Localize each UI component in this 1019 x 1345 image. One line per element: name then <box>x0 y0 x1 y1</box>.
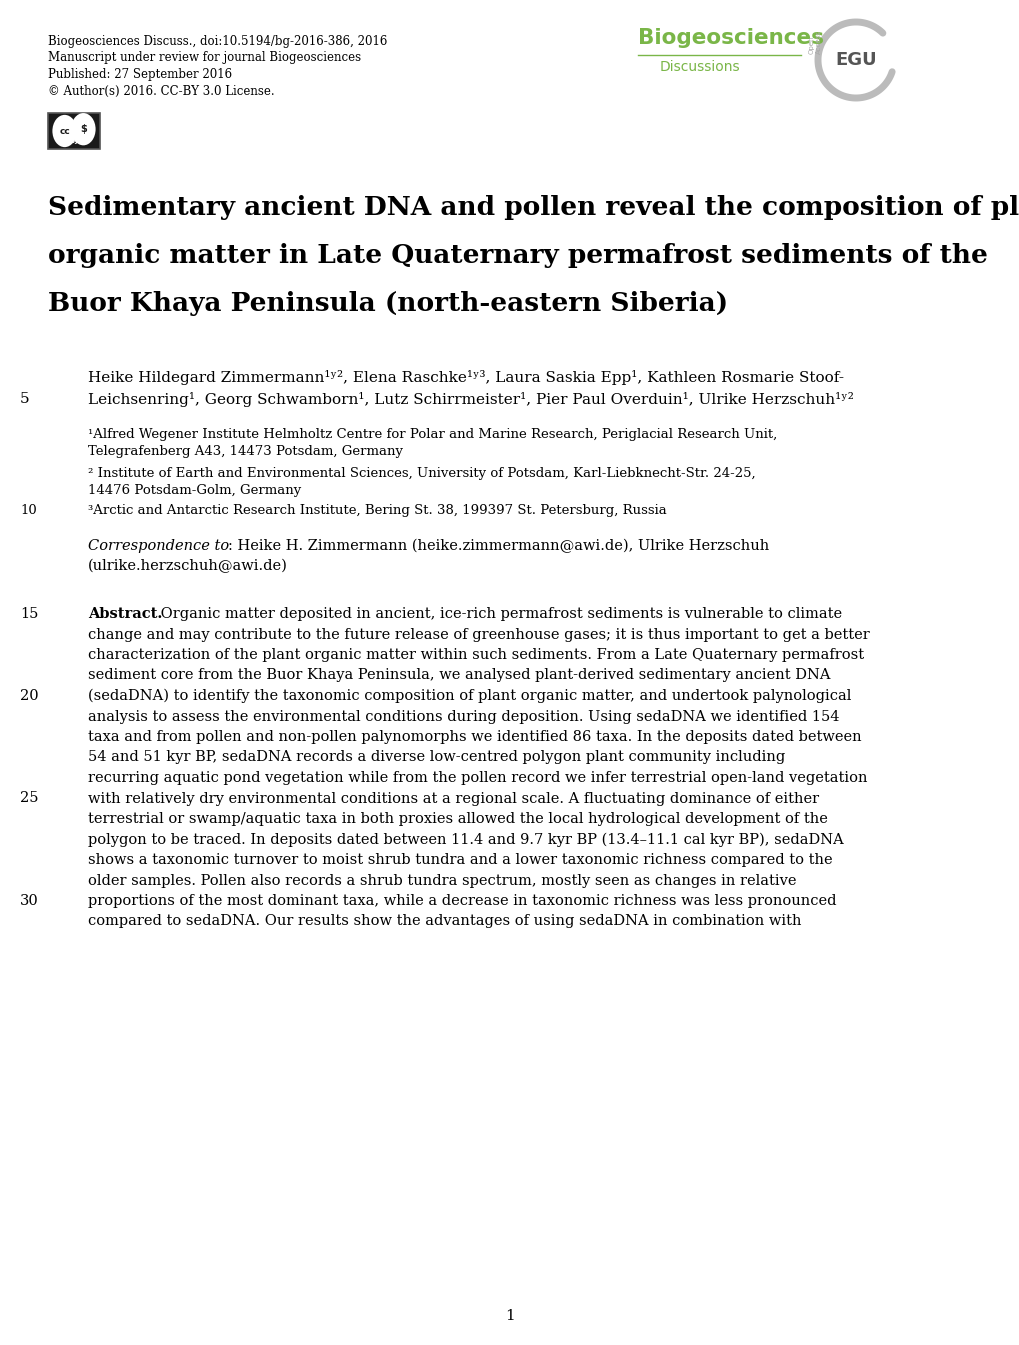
Text: ³Arctic and Antarctic Research Institute, Bering St. 38, 199397 St. Petersburg, : ³Arctic and Antarctic Research Institute… <box>88 504 666 516</box>
Text: proportions of the most dominant taxa, while a decrease in taxonomic richness wa: proportions of the most dominant taxa, w… <box>88 894 836 908</box>
Text: Buor Khaya Peninsula (north-eastern Siberia): Buor Khaya Peninsula (north-eastern Sibe… <box>48 291 728 316</box>
Text: cc: cc <box>59 126 70 136</box>
Text: older samples. Pollen also records a shrub tundra spectrum, mostly seen as chang: older samples. Pollen also records a shr… <box>88 873 796 888</box>
Text: polygon to be traced. In deposits dated between 11.4 and 9.7 kyr BP (13.4–11.1 c: polygon to be traced. In deposits dated … <box>88 833 843 847</box>
Text: analysis to assess the environmental conditions during deposition. Using sedaDNA: analysis to assess the environmental con… <box>88 710 839 724</box>
Text: Discussions: Discussions <box>659 61 740 74</box>
Text: © Author(s) 2016. CC-BY 3.0 License.: © Author(s) 2016. CC-BY 3.0 License. <box>48 85 274 97</box>
Text: Open
Access: Open Access <box>808 30 821 54</box>
Text: Published: 27 September 2016: Published: 27 September 2016 <box>48 69 232 81</box>
Text: 5: 5 <box>20 391 30 406</box>
Text: : Heike H. Zimmermann (heike.zimmermann@awi.de), Ulrike Herzschuh: : Heike H. Zimmermann (heike.zimmermann@… <box>228 539 768 553</box>
Circle shape <box>71 113 96 145</box>
Text: compared to sedaDNA. Our results show the advantages of using sedaDNA in combina: compared to sedaDNA. Our results show th… <box>88 915 801 928</box>
Text: ¹Alfred Wegener Institute Helmholtz Centre for Polar and Marine Research, Perigl: ¹Alfred Wegener Institute Helmholtz Cent… <box>88 428 776 441</box>
Text: Biogeosciences Discuss., doi:10.5194/bg-2016-386, 2016: Biogeosciences Discuss., doi:10.5194/bg-… <box>48 35 387 48</box>
Text: EGU: EGU <box>835 51 876 69</box>
Text: 30: 30 <box>20 894 39 908</box>
Text: shows a taxonomic turnover to moist shrub tundra and a lower taxonomic richness : shows a taxonomic turnover to moist shru… <box>88 853 832 868</box>
Circle shape <box>52 114 76 147</box>
Text: by: by <box>69 139 78 144</box>
Text: 10: 10 <box>20 504 37 516</box>
Text: 14476 Potsdam-Golm, Germany: 14476 Potsdam-Golm, Germany <box>88 484 301 498</box>
Text: terrestrial or swamp/aquatic taxa in both proxies allowed the local hydrological: terrestrial or swamp/aquatic taxa in bot… <box>88 812 827 826</box>
Text: Telegrafenberg A43, 14473 Potsdam, Germany: Telegrafenberg A43, 14473 Potsdam, Germa… <box>88 445 403 459</box>
Text: Abstract.: Abstract. <box>88 607 162 621</box>
Text: with relatively dry environmental conditions at a regional scale. A fluctuating : with relatively dry environmental condit… <box>88 791 818 806</box>
Text: Heike Hildegard Zimmermann¹ʸ², Elena Raschke¹ʸ³, Laura Saskia Epp¹, Kathleen Ros: Heike Hildegard Zimmermann¹ʸ², Elena Ras… <box>88 370 843 385</box>
Text: 54 and 51 kyr BP, sedaDNA records a diverse low-centred polygon plant community : 54 and 51 kyr BP, sedaDNA records a dive… <box>88 751 785 764</box>
Text: Manuscript under review for journal Biogeosciences: Manuscript under review for journal Biog… <box>48 51 361 65</box>
Text: 25: 25 <box>20 791 39 806</box>
Text: $: $ <box>79 124 87 134</box>
Text: 1: 1 <box>504 1309 515 1323</box>
Text: Biogeosciences: Biogeosciences <box>637 28 823 48</box>
Text: change and may contribute to the future release of greenhouse gases; it is thus : change and may contribute to the future … <box>88 628 869 642</box>
Text: Sedimentary ancient DNA and pollen reveal the composition of plant: Sedimentary ancient DNA and pollen revea… <box>48 195 1019 221</box>
Text: (sedaDNA) to identify the taxonomic composition of plant organic matter, and und: (sedaDNA) to identify the taxonomic comp… <box>88 689 851 703</box>
Bar <box>48 113 100 149</box>
Text: taxa and from pollen and non-pollen palynomorphs we identified 86 taxa. In the d: taxa and from pollen and non-pollen paly… <box>88 730 861 744</box>
Text: ² Institute of Earth and Environmental Sciences, University of Potsdam, Karl-Lie: ² Institute of Earth and Environmental S… <box>88 467 755 480</box>
Text: recurring aquatic pond vegetation while from the pollen record we infer terrestr: recurring aquatic pond vegetation while … <box>88 771 866 785</box>
Text: Organic matter deposited in ancient, ice-rich permafrost sediments is vulnerable: Organic matter deposited in ancient, ice… <box>156 607 842 621</box>
Text: 20: 20 <box>20 689 39 703</box>
Text: sediment core from the Buor Khaya Peninsula, we analysed plant-derived sedimenta: sediment core from the Buor Khaya Penins… <box>88 668 829 682</box>
Text: characterization of the plant organic matter within such sediments. From a Late : characterization of the plant organic ma… <box>88 648 863 662</box>
Text: 15: 15 <box>20 607 39 621</box>
Text: Leichsenring¹, Georg Schwamborn¹, Lutz Schirrmeister¹, Pier Paul Overduin¹, Ulri: Leichsenring¹, Georg Schwamborn¹, Lutz S… <box>88 391 853 408</box>
Text: (ulrike.herzschuh@awi.de): (ulrike.herzschuh@awi.de) <box>88 560 287 573</box>
Text: organic matter in Late Quaternary permafrost sediments of the: organic matter in Late Quaternary permaf… <box>48 243 987 268</box>
Text: Correspondence to: Correspondence to <box>88 539 229 553</box>
